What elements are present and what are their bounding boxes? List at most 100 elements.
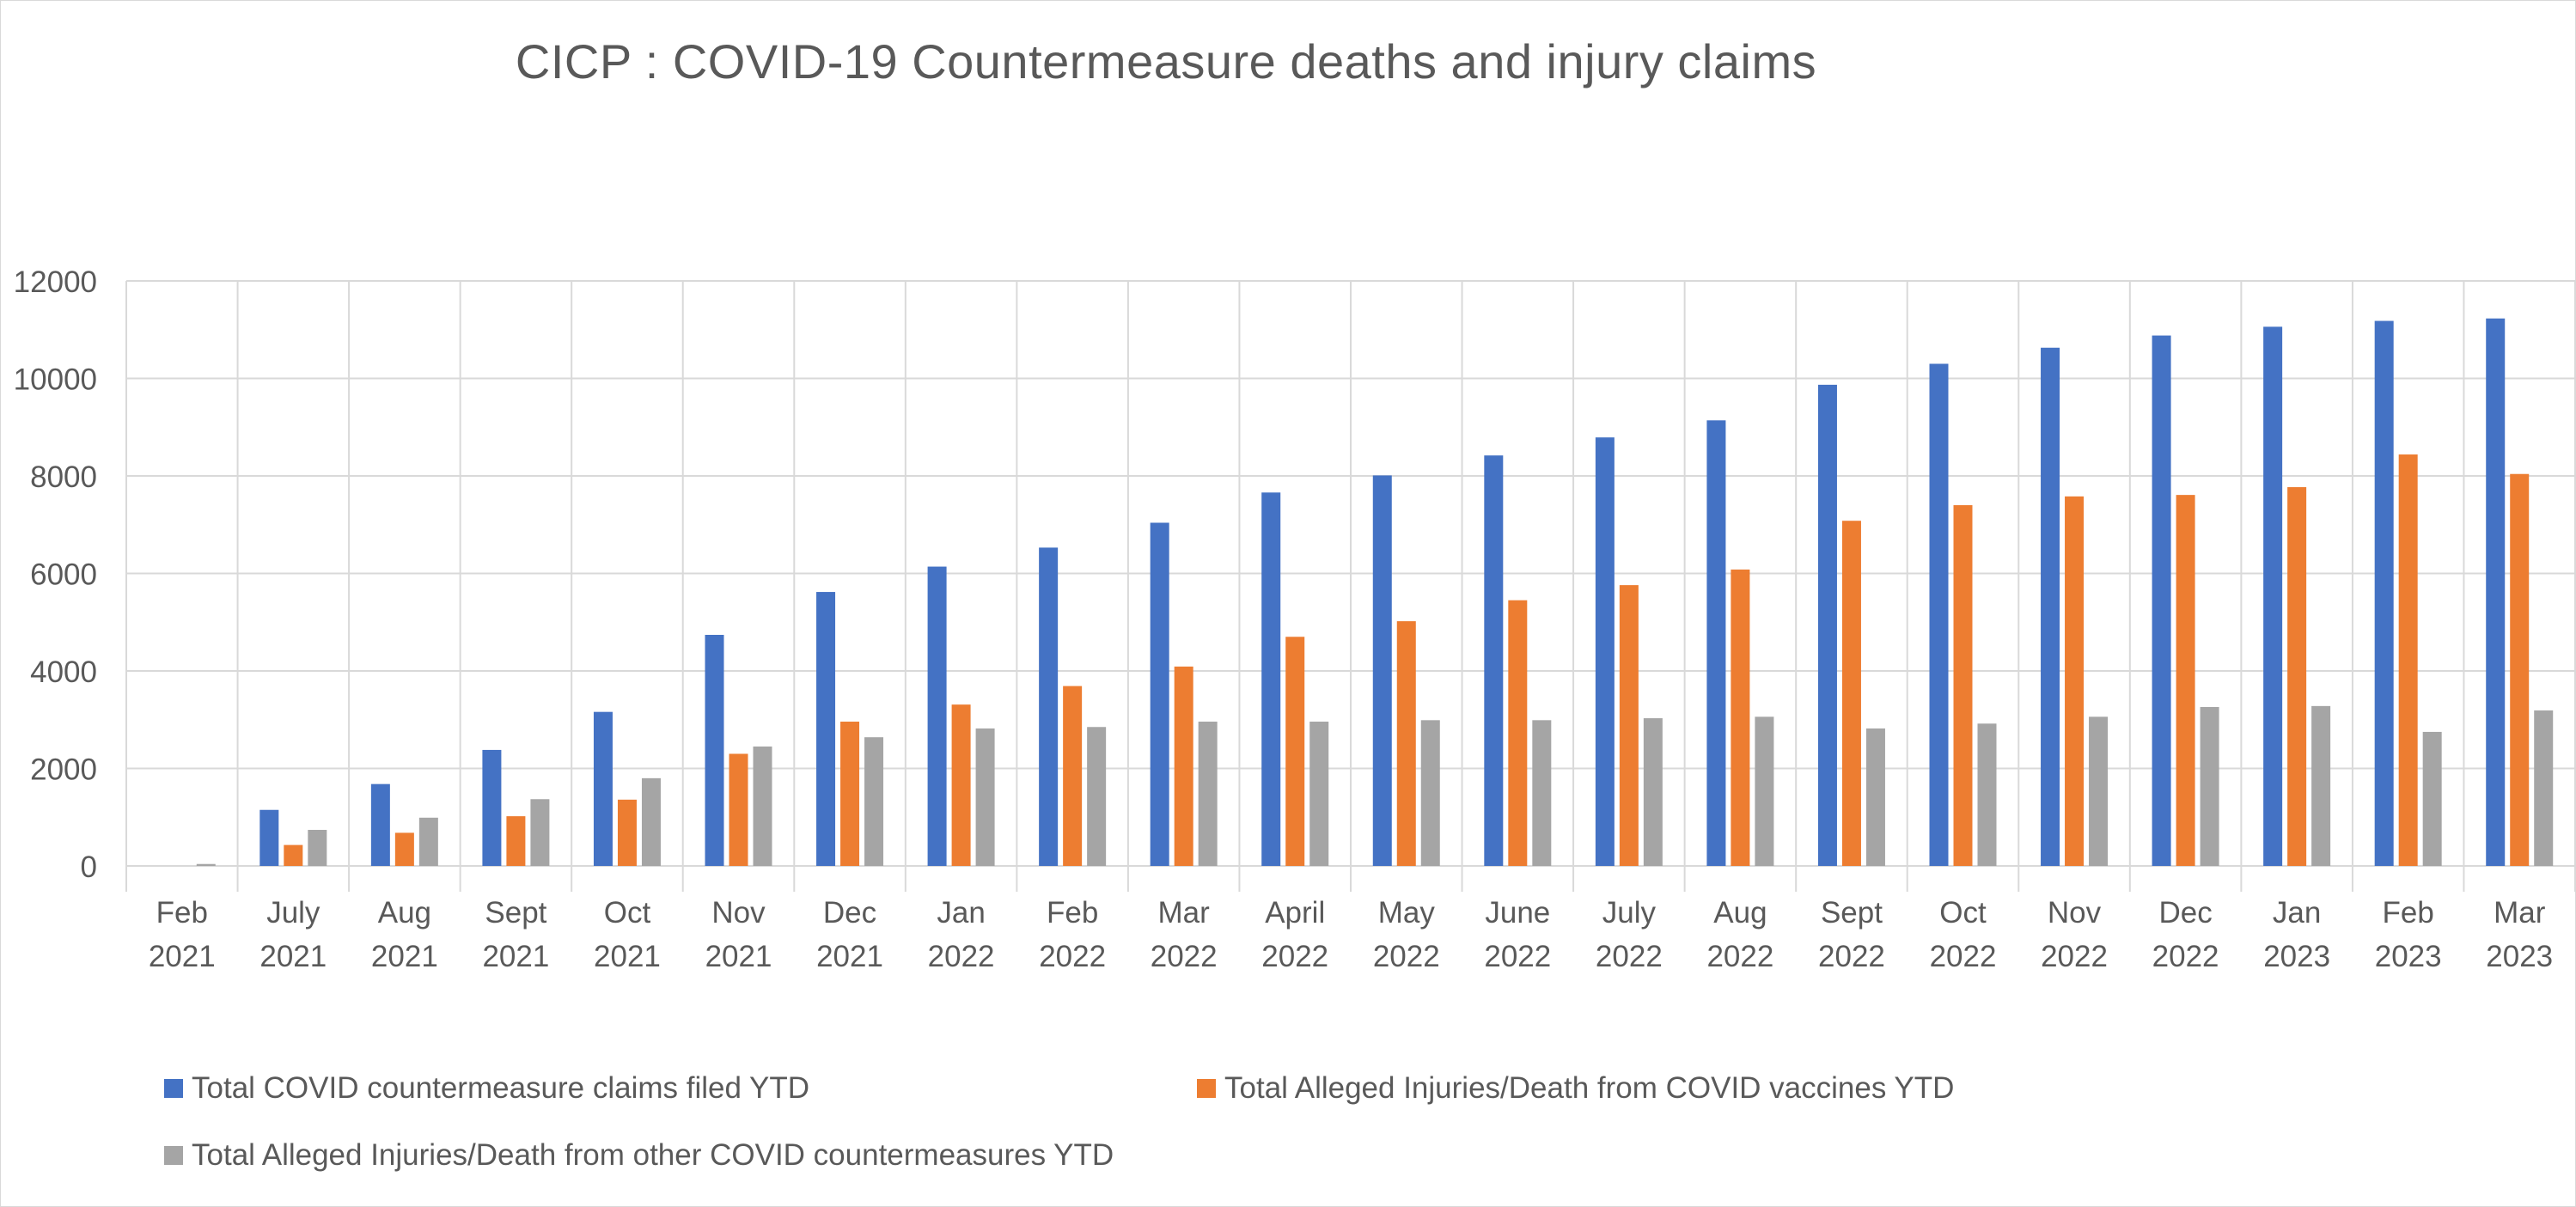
bar-series-2-cat-1 bbox=[308, 830, 327, 866]
bar-series-0-cat-5 bbox=[705, 635, 724, 866]
x-tick-label: Sept bbox=[485, 896, 546, 930]
y-tick-label: 10000 bbox=[14, 363, 97, 397]
x-tick-label: 2022 bbox=[1261, 940, 1328, 973]
bar-series-0-cat-16 bbox=[1929, 363, 1949, 867]
legend-label-vaccines: Total Alleged Injuries/Death from COVID … bbox=[1224, 1071, 1955, 1105]
x-tick-label: 2022 bbox=[1930, 940, 1997, 973]
y-tick-label: 6000 bbox=[30, 558, 97, 592]
x-tick-label: June bbox=[1485, 896, 1550, 930]
grid-layer bbox=[125, 280, 2575, 892]
legend-item-claims: Total COVID countermeasure claims filed … bbox=[164, 1071, 809, 1106]
bar-series-0-cat-21 bbox=[2486, 318, 2506, 866]
bar-series-1-cat-13 bbox=[1619, 585, 1639, 866]
bar-series-0-cat-4 bbox=[593, 711, 613, 866]
bar-series-0-cat-2 bbox=[370, 783, 390, 866]
x-tick-label: 2022 bbox=[928, 940, 995, 973]
bar-series-2-cat-5 bbox=[753, 746, 772, 866]
x-tick-label: April bbox=[1265, 896, 1325, 930]
chart-title: CICP : COVID-19 Countermeasure deaths an… bbox=[515, 34, 1817, 88]
x-tick-label: 2021 bbox=[594, 940, 661, 973]
bar-series-0-cat-7 bbox=[927, 566, 947, 866]
bar-series-1-cat-18 bbox=[2176, 495, 2195, 866]
bar-series-1-cat-3 bbox=[506, 816, 526, 866]
y-tick-label: 0 bbox=[81, 850, 97, 884]
bar-series-1-cat-10 bbox=[1285, 637, 1305, 866]
bar-series-2-cat-0 bbox=[196, 863, 216, 866]
bar-series-1-cat-12 bbox=[1508, 600, 1528, 866]
x-tick-label: Dec bbox=[2158, 896, 2212, 930]
bar-series-2-cat-3 bbox=[530, 799, 550, 866]
x-tick-label: Nov bbox=[2048, 896, 2102, 930]
x-tick-label: 2022 bbox=[2152, 940, 2219, 973]
x-tick-label: Feb bbox=[1047, 896, 1098, 930]
bar-series-2-cat-16 bbox=[1977, 723, 1997, 866]
bar-series-2-cat-17 bbox=[2089, 716, 2109, 866]
bar-series-1-cat-20 bbox=[2398, 454, 2418, 866]
bars-layer bbox=[196, 318, 2554, 867]
axis-layer: 0 2000 4000 6000 8000 10000 12000 Feb 2021 July 20… bbox=[14, 265, 2553, 973]
bar-series-1-cat-4 bbox=[617, 799, 637, 866]
bar-series-1-cat-14 bbox=[1731, 569, 1750, 866]
x-tick-label: Aug bbox=[1713, 896, 1767, 930]
bar-series-2-cat-12 bbox=[1532, 720, 1552, 866]
bar-series-0-cat-3 bbox=[482, 749, 502, 866]
bar-series-1-cat-6 bbox=[840, 722, 860, 866]
x-tick-label: Mar bbox=[1158, 896, 1211, 930]
x-tick-label: Mar bbox=[2494, 896, 2546, 930]
bar-series-1-cat-16 bbox=[1953, 505, 1973, 866]
y-tick-label: 12000 bbox=[14, 265, 97, 299]
bar-series-1-cat-19 bbox=[2287, 487, 2307, 866]
x-tick-label: 2021 bbox=[482, 940, 549, 973]
bar-series-0-cat-14 bbox=[1706, 420, 1726, 866]
x-tick-label: 2021 bbox=[371, 940, 438, 973]
bar-series-0-cat-9 bbox=[1150, 522, 1169, 866]
bar-series-2-cat-11 bbox=[1420, 720, 1440, 866]
bar-series-2-cat-8 bbox=[1087, 727, 1107, 866]
bar-series-2-cat-19 bbox=[2311, 705, 2331, 866]
bar-series-2-cat-18 bbox=[2200, 706, 2219, 866]
bar-series-1-cat-15 bbox=[1841, 521, 1861, 866]
y-tick-label: 8000 bbox=[30, 460, 97, 494]
x-tick-label: Aug bbox=[378, 896, 431, 930]
legend-swatch-other bbox=[164, 1146, 183, 1165]
bar-series-1-cat-2 bbox=[394, 832, 414, 866]
x-tick-label: Nov bbox=[711, 896, 766, 930]
x-tick-label: 2021 bbox=[816, 940, 883, 973]
bar-series-2-cat-2 bbox=[418, 817, 438, 866]
x-tick-label: July bbox=[1602, 896, 1657, 930]
x-tick-label: 2022 bbox=[1151, 940, 1218, 973]
x-tick-label: 2021 bbox=[259, 940, 327, 973]
bar-series-1-cat-11 bbox=[1396, 621, 1416, 866]
x-tick-label: 2023 bbox=[2375, 940, 2442, 973]
x-tick-label: 2022 bbox=[1039, 940, 1106, 973]
bar-series-1-cat-9 bbox=[1174, 666, 1193, 866]
x-tick-label: 2023 bbox=[2263, 940, 2330, 973]
bar-series-2-cat-15 bbox=[1865, 728, 1885, 866]
x-tick-label: 2022 bbox=[1373, 940, 1440, 973]
x-tick-label: May bbox=[1378, 896, 1436, 930]
x-tick-label: 2022 bbox=[1484, 940, 1551, 973]
x-tick-label: Sept bbox=[1821, 896, 1883, 930]
bar-series-0-cat-15 bbox=[1817, 384, 1837, 866]
x-tick-label: 2023 bbox=[2486, 940, 2553, 973]
bar-series-2-cat-20 bbox=[2422, 731, 2442, 866]
bar-series-0-cat-8 bbox=[1039, 547, 1059, 866]
bar-series-0-cat-12 bbox=[1484, 455, 1504, 866]
y-tick-label: 2000 bbox=[30, 753, 97, 787]
bar-series-0-cat-11 bbox=[1372, 475, 1392, 866]
x-tick-label: July bbox=[266, 896, 320, 930]
bar-series-1-cat-21 bbox=[2510, 473, 2530, 866]
bar-series-1-cat-8 bbox=[1063, 686, 1083, 866]
y-tick-label: 4000 bbox=[30, 655, 97, 689]
bar-series-0-cat-1 bbox=[259, 809, 279, 866]
x-tick-label: 2022 bbox=[1706, 940, 1773, 973]
bar-series-0-cat-19 bbox=[2263, 326, 2283, 867]
x-tick-label: Feb bbox=[2383, 896, 2434, 930]
x-tick-label: Feb bbox=[156, 896, 208, 930]
legend-item-other: Total Alleged Injuries/Death from other … bbox=[164, 1138, 1114, 1173]
legend-swatch-claims bbox=[164, 1079, 183, 1098]
bar-series-2-cat-9 bbox=[1198, 722, 1218, 866]
bar-series-2-cat-4 bbox=[641, 777, 661, 866]
